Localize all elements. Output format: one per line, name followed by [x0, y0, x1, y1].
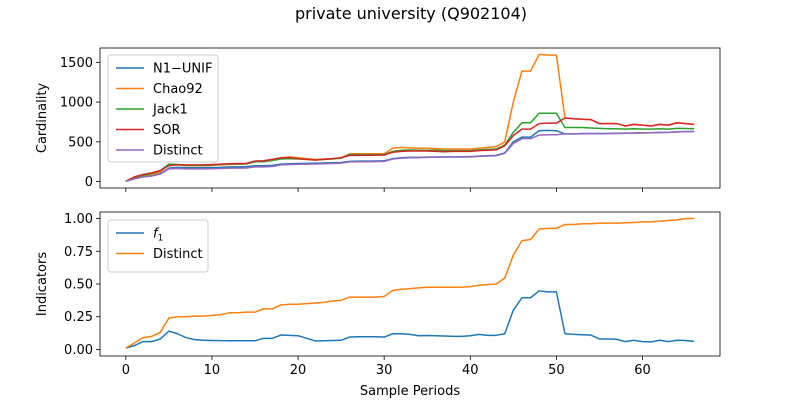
y-tick-label: 0.00 [64, 343, 93, 358]
x-tick-label: 60 [634, 363, 651, 378]
y-tick-label: 0 [85, 175, 93, 190]
y-tick-label: 1.00 [64, 212, 93, 227]
x-axis-label: Sample Periods [360, 384, 460, 399]
x-tick-label: 20 [290, 363, 307, 378]
x-tick-label: 0 [122, 363, 130, 378]
x-tick-label: 50 [548, 363, 565, 378]
x-tick-label: 30 [376, 363, 393, 378]
y-tick-label: 0.25 [64, 310, 93, 325]
legend: N1−UNIF Chao92 Jack1 SOR Distinct [107, 54, 219, 163]
legend-label-n1-unif: N1−UNIF [153, 62, 212, 77]
series-line-distinct [125, 130, 695, 182]
legend-label-distinct: Distinct [153, 247, 203, 262]
y-tick-label: 0.50 [64, 278, 93, 293]
legend: f1 Distinct [107, 219, 209, 273]
y-tick-label: 500 [68, 135, 93, 150]
x-tick-label: 40 [462, 363, 479, 378]
cardinality-panel: 0 500 1000 1500 Cardinality N1−UNIF Chao92 Jack… [35, 47, 721, 192]
y-axis-label: Indicators [35, 252, 50, 316]
y-tick-label: 0.75 [64, 245, 93, 260]
legend-label-jack1: Jack1 [152, 103, 188, 118]
legend-label-f1: f1 [153, 227, 163, 244]
legend-box [107, 219, 209, 273]
y-tick-label: 1000 [60, 96, 93, 111]
series-line-f1 [125, 290, 695, 349]
legend-box [107, 54, 219, 163]
legend-label-chao92: Chao92 [153, 82, 203, 97]
legend-label-sor: SOR [153, 123, 181, 138]
series-line-sor [125, 117, 695, 182]
x-tick-label: 10 [204, 363, 221, 378]
y-tick-label: 1500 [60, 56, 93, 71]
figure-title: private university (Q902104) [295, 4, 527, 23]
y-axis-label: Cardinality [35, 83, 50, 154]
indicators-panel: 0.00 0.25 0.50 0.75 1.00 0 10 20 30 40 50 60 Indicat… [35, 211, 721, 399]
plot-frame [99, 47, 721, 189]
legend-label-distinct: Distinct [153, 144, 203, 159]
series-line-distinct [125, 217, 695, 349]
